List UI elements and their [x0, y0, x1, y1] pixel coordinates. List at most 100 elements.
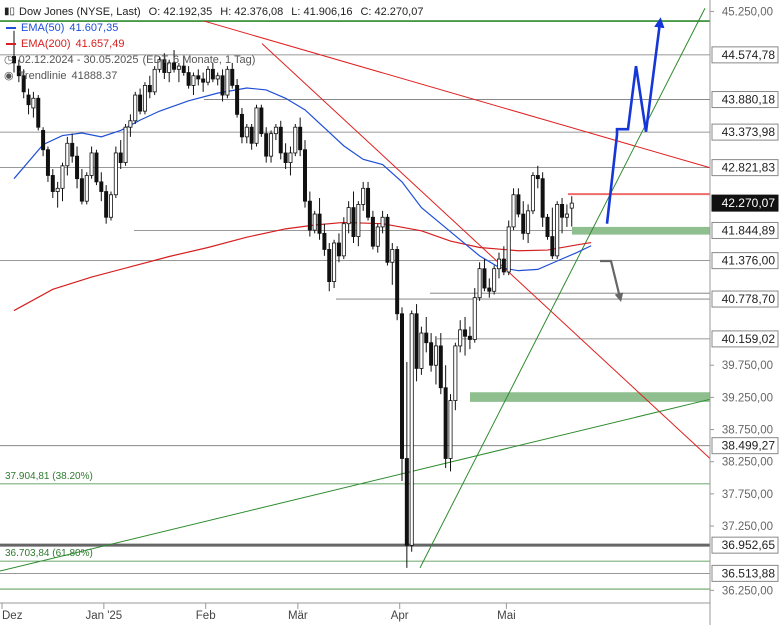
price-level-label-box	[711, 252, 779, 270]
x-tick-label: Dez	[2, 610, 23, 622]
candle-body	[414, 313, 419, 369]
candle-body	[298, 126, 303, 151]
price-level-label: 43.880,18	[722, 93, 776, 107]
candle-body	[492, 268, 497, 292]
candle-body	[312, 213, 317, 231]
support-zone-lower	[470, 392, 710, 402]
candle-body	[147, 85, 152, 93]
candle-body	[361, 187, 366, 205]
price-level-label: 42.821,83	[722, 161, 776, 175]
legend-ema50-row: EMA(50) 41.607,35	[4, 20, 423, 36]
price-level-label: 41.844,89	[722, 223, 776, 237]
current-price-label-box	[711, 194, 779, 212]
candle-body	[521, 213, 526, 234]
ohlc-high: H: 42.376,08	[220, 6, 284, 18]
candle-body	[375, 226, 380, 247]
candle-body	[288, 152, 293, 163]
grid-layer: 37.904,81 (38.20%) 36.703,84 (61.80%)	[0, 20, 710, 590]
fib-label: 36.703,84 (61.80%)	[5, 548, 93, 559]
candle-body	[526, 210, 531, 234]
candle-body	[181, 65, 186, 73]
legend-range-row: ◷ 02.12.2024 - 30.05.2025 (EDT, 6 Monate…	[4, 52, 423, 68]
candle-body	[89, 152, 94, 176]
y-tick-label: 45.250,00	[722, 6, 773, 18]
candle-body	[351, 207, 356, 237]
price-level-label: 44.574,78	[722, 48, 776, 62]
candle-body	[487, 287, 492, 292]
candle-body	[429, 342, 434, 366]
zone-layer	[470, 193, 710, 402]
candle-body	[167, 62, 172, 73]
y-tick-label: 38.750,00	[722, 425, 773, 437]
support-zone-upper	[572, 226, 710, 235]
candle-body	[220, 75, 225, 96]
candle-body	[65, 142, 70, 167]
clock-icon: ◷	[4, 54, 14, 66]
y-tick-label: 39.250,00	[722, 392, 773, 404]
candle-body	[109, 194, 114, 218]
price-level-label-box	[711, 330, 779, 348]
candle-body	[152, 68, 157, 93]
trendline-name: Trendlinie	[18, 70, 67, 82]
y-tick-label: 38.250,00	[722, 457, 773, 469]
candle-body	[269, 133, 274, 157]
candle-body	[118, 152, 123, 163]
x-tick-label: Feb	[196, 610, 216, 622]
candle-body	[302, 149, 307, 202]
candle-body	[307, 200, 312, 231]
candle-body	[448, 400, 453, 459]
candle-body	[128, 120, 133, 128]
bullish-forecast-arrow	[605, 17, 665, 224]
y-tick-label: 36.250,00	[722, 585, 773, 597]
price-level-label: 38.499,27	[722, 439, 776, 453]
trendline-value: 41888.37	[71, 70, 118, 82]
candle-body	[336, 242, 341, 257]
candle-body	[370, 216, 375, 247]
candle-body	[26, 94, 31, 106]
candle-body	[99, 181, 104, 192]
candle-body	[453, 345, 458, 401]
ema200-name: EMA(200)	[21, 38, 71, 50]
price-level-label: 43.373,98	[722, 125, 776, 139]
candle-body	[438, 345, 443, 389]
candle-body	[191, 75, 196, 86]
ohlc-low: L: 41.906,16	[291, 6, 353, 18]
candle-body	[205, 68, 210, 83]
candle-body	[162, 59, 167, 73]
candle-body	[380, 216, 385, 228]
candle-body	[16, 65, 21, 77]
candle-body	[75, 155, 80, 180]
price-level-label: 36.513,88	[722, 566, 776, 580]
candle-body	[293, 126, 298, 154]
candle-body	[322, 232, 327, 250]
candle-body	[36, 97, 41, 128]
fib-label: 37.904,81 (38.20%)	[5, 471, 93, 482]
candle-body	[433, 345, 438, 366]
price-level-label-box	[711, 564, 779, 582]
legend-ema200-row: EMA(200) 41.657,49	[4, 36, 423, 52]
price-level-label-box	[711, 159, 779, 177]
candle-body	[142, 85, 147, 112]
candle-body	[283, 152, 288, 163]
green-uptrend-steep	[419, 7, 706, 569]
candle-body	[511, 194, 516, 228]
candle-body	[70, 142, 75, 157]
candle-body	[356, 204, 361, 237]
candle-body	[535, 175, 540, 180]
candle-body	[264, 133, 269, 157]
candle-body	[399, 313, 404, 459]
candle-body	[239, 113, 244, 138]
candle-body	[327, 249, 332, 282]
price-level-label: 40.159,02	[722, 332, 776, 346]
candle-body	[424, 332, 429, 344]
candle-body	[506, 226, 511, 273]
candle-body	[50, 175, 55, 192]
candle-body	[225, 68, 230, 96]
red-downtrend-steep	[261, 43, 711, 459]
ema50-name: EMA(50)	[21, 22, 65, 34]
candle-body	[172, 62, 177, 70]
price-level-label: 40.778,70	[722, 292, 776, 306]
candle-body	[472, 297, 477, 340]
chart-legend: ▮▯ Dow Jones (NYSE, Last) O: 42.192,35 H…	[4, 4, 423, 84]
